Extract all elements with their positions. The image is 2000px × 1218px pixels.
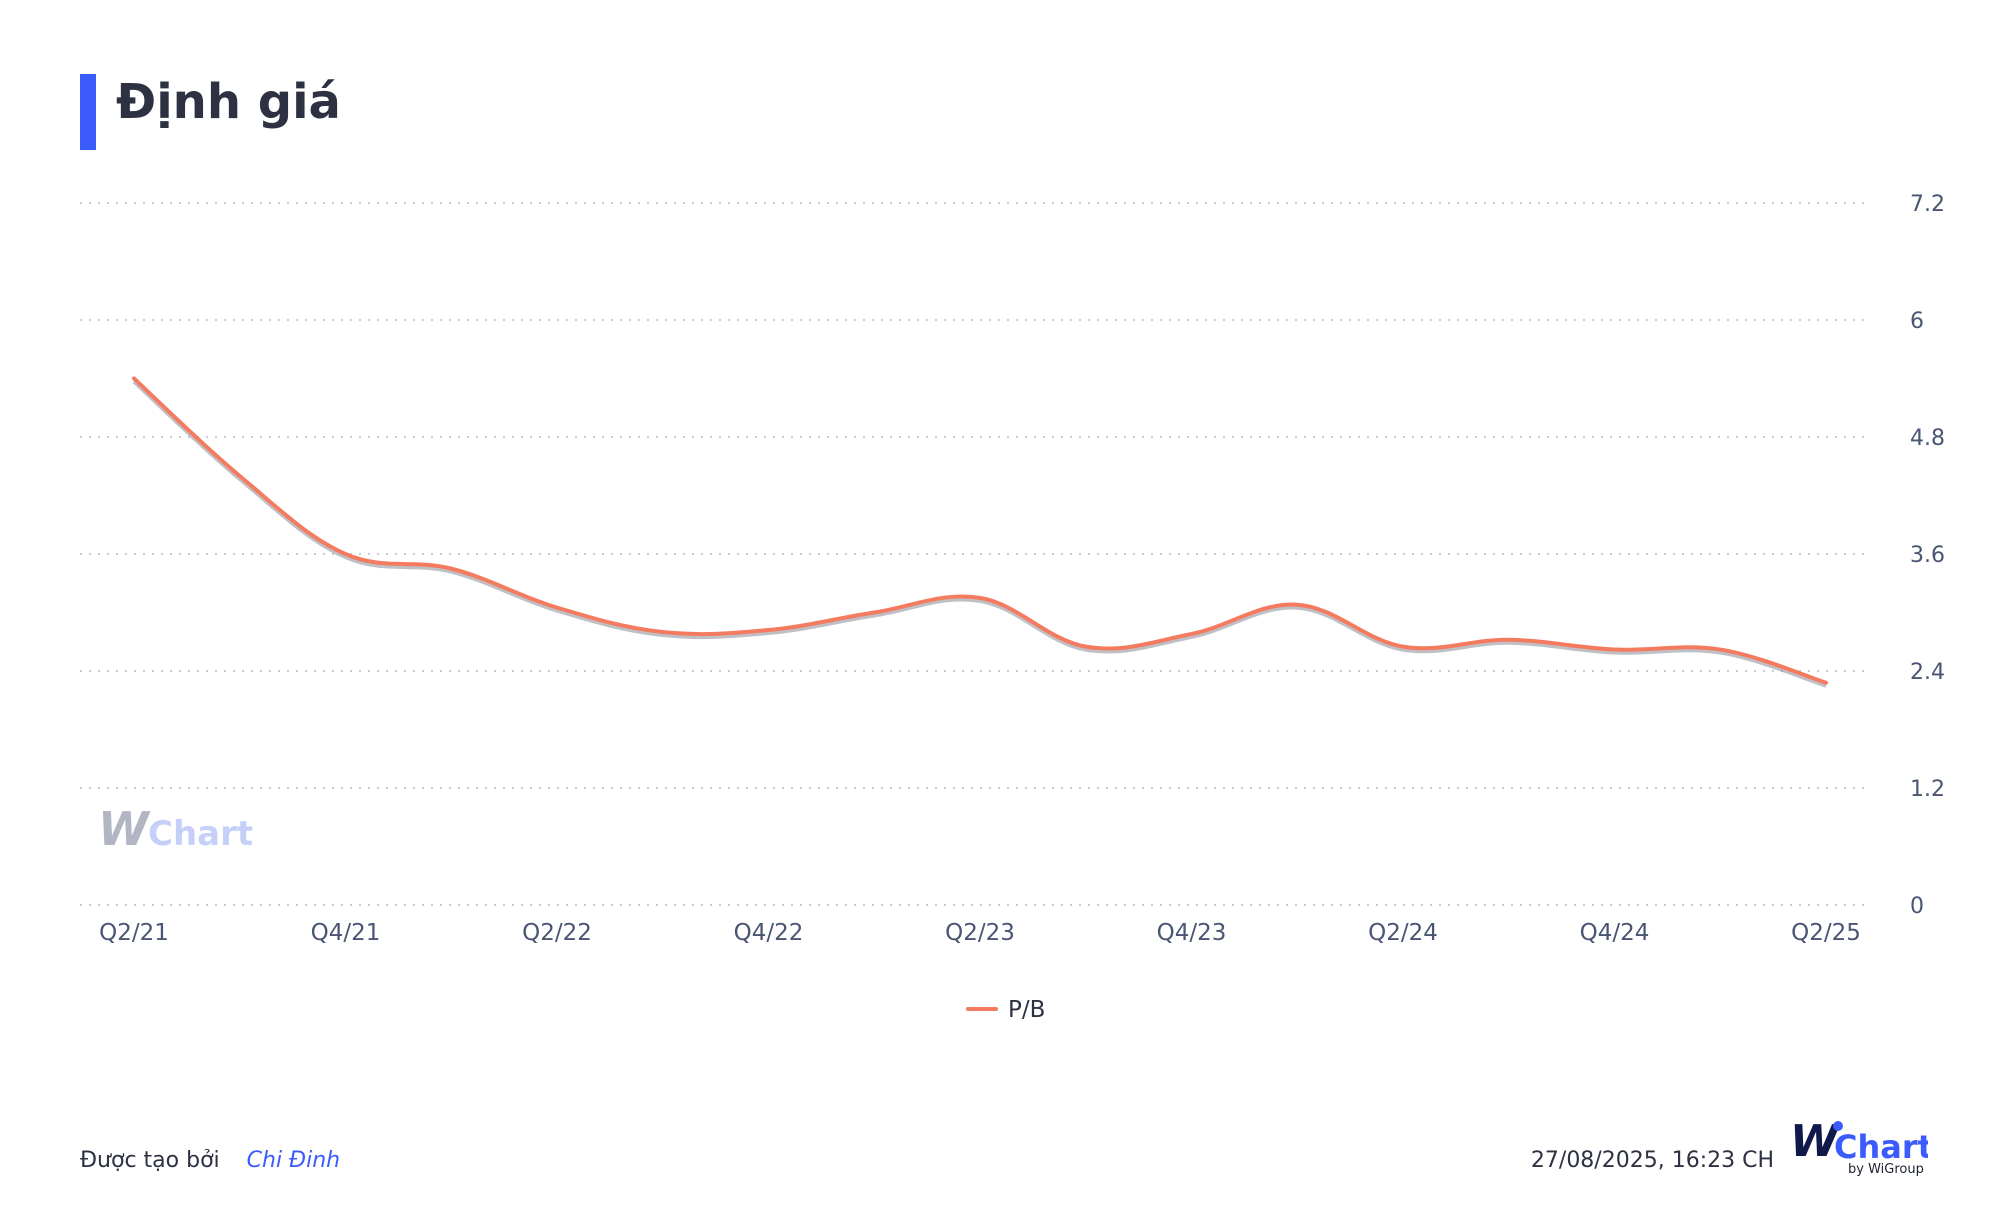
footer-credit: Được tạo bởi Chi Đinh [80, 1148, 340, 1173]
legend-label: P/B [1008, 997, 1045, 1023]
x-axis-ticks: Q2/21 Q4/21 Q2/22 Q4/22 Q2/23 Q4/23 Q2/24 Q4/24… [99, 920, 1861, 946]
footer-timestamp: 27/08/2025, 16:23 CH [1530, 1148, 1774, 1173]
x-tick-label: Q2/22 [522, 920, 592, 946]
wichart-watermark: W Chart [98, 802, 253, 856]
x-tick-label: Q4/24 [1580, 920, 1650, 946]
x-tick-label: Q2/23 [945, 920, 1015, 946]
logo-text: Chart [1834, 1128, 1928, 1166]
y-tick-label: 4.8 [1910, 426, 1945, 451]
x-tick-label: Q4/22 [734, 920, 804, 946]
logo-subtitle: by WiGroup [1848, 1162, 1924, 1177]
x-tick-label: Q2/21 [99, 920, 169, 946]
watermark-w-glyph: W [98, 802, 151, 856]
logo-dot [1833, 1121, 1843, 1131]
author-link[interactable]: Chi Đinh [246, 1148, 341, 1173]
x-tick-label: Q4/21 [311, 920, 381, 946]
page-title: Định giá [116, 74, 341, 130]
grid-lines [80, 202, 1870, 906]
legend[interactable]: P/B [966, 997, 1045, 1023]
y-axis-ticks: 0 1.2 2.4 3.6 4.8 6 7.2 [1910, 192, 1945, 919]
x-tick-label: Q2/24 [1368, 920, 1438, 946]
x-tick-label: Q2/25 [1791, 920, 1861, 946]
logo-w-glyph: W [1790, 1116, 1841, 1167]
y-tick-label: 0 [1910, 894, 1924, 919]
watermark-text: Chart [148, 814, 253, 854]
series-line-pb[interactable] [132, 376, 1828, 685]
y-tick-label: 3.6 [1910, 543, 1945, 568]
y-tick-label: 6 [1910, 309, 1924, 334]
y-tick-label: 7.2 [1910, 192, 1945, 217]
series-line-shadow [132, 380, 1827, 688]
wichart-logo[interactable]: W Chart [1788, 1112, 1928, 1172]
y-tick-label: 2.4 [1910, 660, 1945, 685]
y-tick-label: 1.2 [1910, 777, 1945, 802]
created-by-label: Được tạo bởi [80, 1148, 220, 1173]
series-group [132, 376, 1828, 688]
x-tick-label: Q4/23 [1157, 920, 1227, 946]
title-accent-bar [80, 74, 96, 150]
